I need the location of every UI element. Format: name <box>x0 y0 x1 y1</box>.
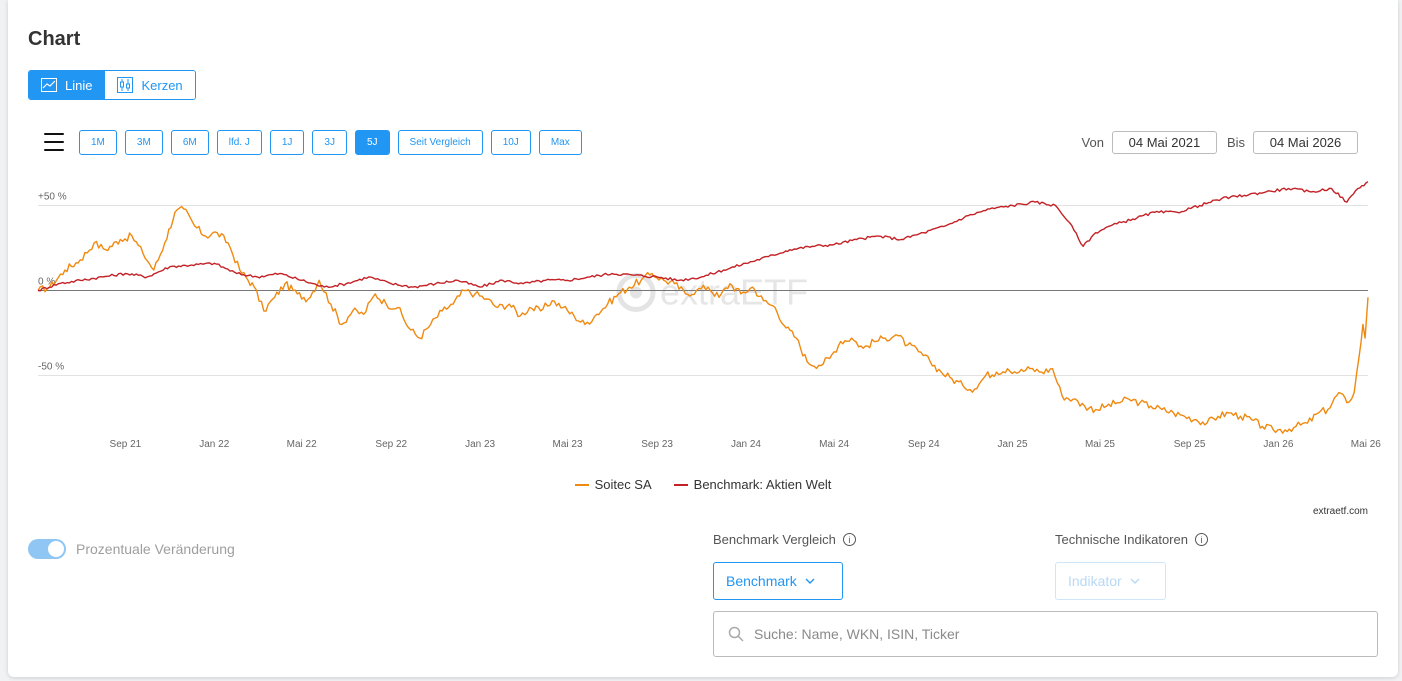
indicators-section-label: Technische Indikatoren i <box>1055 532 1208 547</box>
watermark-logo-dot <box>630 286 642 299</box>
watermark-text: extraETF <box>660 272 808 313</box>
x-tick-label: Sep 21 <box>110 439 142 450</box>
x-tick-label: Jan 25 <box>998 439 1028 450</box>
chart-credit: extraetf.com <box>1312 506 1368 517</box>
range-ytd-button[interactable]: lfd. J <box>216 130 262 155</box>
range-3m-button[interactable]: 3M <box>124 130 163 155</box>
x-tick-label: Sep 24 <box>908 439 940 450</box>
benchmark-dropdown[interactable]: Benchmark <box>713 562 843 600</box>
indicators-label-text: Technische Indikatoren <box>1055 532 1188 547</box>
range-1m-button[interactable]: 1M <box>79 130 117 155</box>
benchmark-section-label: Benchmark Vergleich i <box>713 532 856 547</box>
range-6m-button[interactable]: 6M <box>170 130 209 155</box>
candle-view-button[interactable]: Kerzen <box>104 71 195 99</box>
x-tick-label: Mai 26 <box>1351 439 1381 450</box>
indicator-dropdown-label: Indikator <box>1068 573 1122 589</box>
chart-card: Chart Linie Kerzen 1M 3M 6M lfd. J 1J 3J… <box>8 0 1398 677</box>
to-date-input[interactable]: 04 Mai 2026 <box>1253 131 1358 154</box>
x-tick-label: Mai 22 <box>287 439 317 450</box>
search-input[interactable] <box>754 626 1354 642</box>
range-selector: 1M 3M 6M lfd. J 1J 3J 5J Seit Vergleich … <box>79 130 582 155</box>
from-label: Von <box>1081 135 1104 150</box>
percent-change-toggle-row: Prozentuale Veränderung <box>28 539 235 559</box>
indicators-info-icon[interactable]: i <box>1194 533 1208 546</box>
x-tick-label: Jan 22 <box>199 439 229 450</box>
range-3y-button[interactable]: 3J <box>312 130 347 155</box>
benchmark-label-text: Benchmark Vergleich <box>713 532 836 547</box>
card-title: Chart <box>28 28 81 50</box>
date-range: Von 04 Mai 2021 Bis 04 Mai 2026 <box>1082 131 1358 154</box>
legend-label-benchmark: Benchmark: Aktien Welt <box>693 477 832 492</box>
y-tick-label: +50 % <box>38 192 67 203</box>
x-tick-label: Mai 23 <box>553 439 583 450</box>
line-chart-icon <box>41 78 57 92</box>
x-tick-label: Sep 25 <box>1174 439 1206 450</box>
series-line-benchmark <box>37 181 1369 292</box>
chart-legend: Soitec SA Benchmark: Aktien Welt <box>8 477 1398 492</box>
x-tick-label: Jan 26 <box>1263 439 1293 450</box>
chevron-down-icon <box>805 578 815 584</box>
x-tick-label: Mai 24 <box>819 439 849 450</box>
indicator-dropdown: Indikator <box>1055 562 1166 600</box>
benchmark-search <box>713 611 1378 657</box>
hamburger-menu-icon[interactable] <box>44 133 64 151</box>
from-date-input[interactable]: 04 Mai 2021 <box>1111 131 1217 154</box>
range-1y-button[interactable]: 1J <box>269 130 305 155</box>
candle-view-label: Kerzen <box>141 77 183 93</box>
x-tick-label: Mai 25 <box>1085 439 1115 450</box>
series-line-soitec <box>37 205 1369 434</box>
line-chart: extraETF +50 % 0 % -50 % Sep 21 Jan 22 Mai 22 S… <box>37 181 1381 450</box>
to-label: Bis <box>1226 135 1245 150</box>
x-tick-label: Sep 23 <box>641 439 673 450</box>
benchmark-dropdown-label: Benchmark <box>726 573 797 589</box>
chevron-down-icon <box>1130 578 1140 584</box>
view-toggle: Linie Kerzen <box>28 70 196 100</box>
y-tick-label: 0 % <box>38 277 55 288</box>
search-icon <box>728 626 744 642</box>
range-since-compare-button[interactable]: Seit Vergleich <box>397 130 483 155</box>
y-tick-label: -50 % <box>38 362 64 373</box>
range-5y-button[interactable]: 5J <box>354 130 390 155</box>
benchmark-info-icon[interactable]: i <box>842 533 856 546</box>
percent-change-label: Prozentuale Veränderung <box>76 541 235 557</box>
legend-label-soitec: Soitec SA <box>594 477 652 492</box>
legend-item-soitec[interactable]: Soitec SA <box>574 477 652 492</box>
x-tick-label: Jan 23 <box>465 439 495 450</box>
x-tick-label: Jan 24 <box>731 439 761 450</box>
legend-item-benchmark[interactable]: Benchmark: Aktien Welt <box>673 477 832 492</box>
line-view-label: Linie <box>65 77 93 93</box>
percent-change-toggle[interactable] <box>28 539 66 559</box>
candlestick-icon <box>117 77 134 93</box>
x-tick-label: Sep 22 <box>375 439 407 450</box>
range-10y-button[interactable]: 10J <box>490 130 531 155</box>
range-max-button[interactable]: Max <box>538 130 582 155</box>
legend-swatch-benchmark <box>673 483 688 486</box>
line-view-button[interactable]: Linie <box>29 71 105 99</box>
legend-swatch-soitec <box>574 483 589 486</box>
